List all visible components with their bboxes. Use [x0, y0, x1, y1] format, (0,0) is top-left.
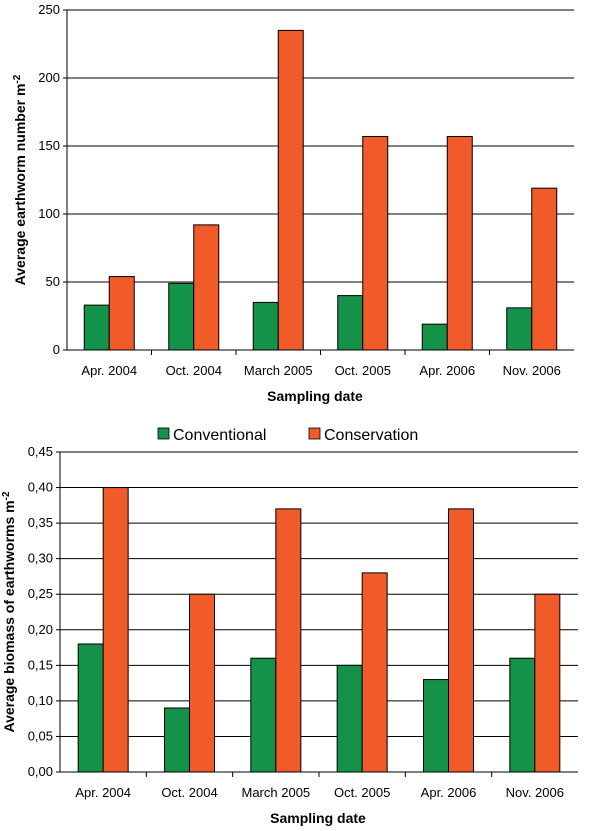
bar-conventional [252, 301, 279, 351]
x-category-label: Nov. 2006 [506, 785, 564, 800]
x-category-label: March 2005 [244, 363, 313, 378]
bar-conventional [250, 657, 277, 773]
legend-label-conventional: Conventional [173, 427, 266, 444]
bar-conservation [531, 187, 558, 351]
bar-conservation [102, 487, 129, 773]
bar-conventional [421, 323, 448, 351]
bar-conservation [448, 508, 474, 773]
chart2-gridlines [60, 451, 578, 737]
y-tick-label: 250 [38, 2, 60, 17]
bar-conventional [506, 307, 533, 351]
bar-conservation [277, 29, 304, 351]
x-category-label: Oct. 2004 [161, 785, 217, 800]
x-category-label: March 2005 [242, 785, 311, 800]
y-tick-label: 0,15 [28, 657, 53, 672]
chart2-x-axis-title: Sampling date [270, 810, 366, 826]
legend: Conventional Conservation [157, 427, 418, 444]
y-tick-label: 0,00 [28, 764, 53, 779]
x-category-label: Oct. 2004 [166, 363, 222, 378]
legend-swatch-conservation [308, 427, 321, 440]
y-tick-label: 0,40 [28, 480, 53, 495]
y-tick-label: 0,20 [28, 622, 53, 637]
bar-conventional [336, 664, 363, 773]
chart2-y-axis-title: Average biomass of earthworms m-2 [1, 491, 17, 732]
x-category-label: Oct. 2005 [335, 363, 391, 378]
chart1-x-axis-title: Sampling date [267, 388, 363, 404]
chart1-x-category-labels: Apr. 2004 Oct. 2004 March 2005 Oct. 2005 Apr… [81, 363, 560, 378]
bar-conventional [168, 282, 195, 351]
y-tick-label: 200 [38, 70, 60, 85]
bar-conservation [108, 276, 135, 351]
bar-conventional [423, 679, 449, 773]
chart2-axes [56, 451, 578, 777]
bar-conservation [446, 135, 473, 351]
chart2-bars [77, 487, 561, 773]
x-category-label: Apr. 2004 [81, 363, 137, 378]
bar-conventional [83, 304, 110, 351]
y-tick-label: 0,05 [28, 728, 53, 743]
chart1-gridlines [67, 9, 574, 283]
y-tick-label: 0,45 [28, 444, 53, 459]
bar-conservation [275, 508, 302, 773]
y-tick-label: 50 [46, 274, 60, 289]
earthworm-number-chart: 0 50 100 150 200 250 Apr. 2004 Oct. 2004 March … [12, 2, 574, 404]
y-tick-label: 0,35 [28, 515, 53, 530]
bar-conventional [77, 643, 104, 773]
chart1-y-tick-labels: 0 50 100 150 200 250 [38, 2, 60, 357]
bar-conservation [193, 224, 220, 351]
y-tick-label: 0 [53, 342, 60, 357]
bar-conventional [164, 707, 190, 773]
y-tick-label: 0,10 [28, 693, 53, 708]
legend-swatch-conventional [157, 427, 170, 440]
x-category-label: Apr. 2004 [75, 785, 131, 800]
legend-label-conservation: Conservation [324, 427, 418, 444]
x-category-label: Oct. 2005 [334, 785, 390, 800]
bar-conventional [337, 295, 364, 351]
x-category-label: Apr. 2006 [419, 363, 475, 378]
bar-conservation [361, 572, 388, 773]
bar-conservation [362, 135, 389, 351]
earthworm-biomass-chart: 0,00 0,05 0,10 0,15 0,20 0,25 0,30 0,35 0,40 0,45… [1, 444, 578, 826]
y-tick-label: 0,30 [28, 551, 53, 566]
x-category-label: Nov. 2006 [503, 363, 561, 378]
chart2-x-category-labels: Apr. 2004 Oct. 2004 March 2005 Oct. 2005 Apr… [75, 785, 564, 800]
chart2-y-tick-labels: 0,00 0,05 0,10 0,15 0,20 0,25 0,30 0,35 0,40 0,45 [28, 444, 53, 779]
x-category-label: Apr. 2006 [421, 785, 477, 800]
chart1-y-axis-title: Average earthworm number m-2 [12, 74, 28, 285]
y-tick-label: 100 [38, 206, 60, 221]
y-tick-label: 0,25 [28, 586, 53, 601]
bar-conventional [509, 657, 536, 773]
y-tick-label: 150 [38, 138, 60, 153]
bar-conservation [189, 593, 215, 773]
chart1-bars [83, 29, 558, 351]
chart1-axes [63, 9, 574, 355]
bar-conservation [534, 593, 561, 773]
